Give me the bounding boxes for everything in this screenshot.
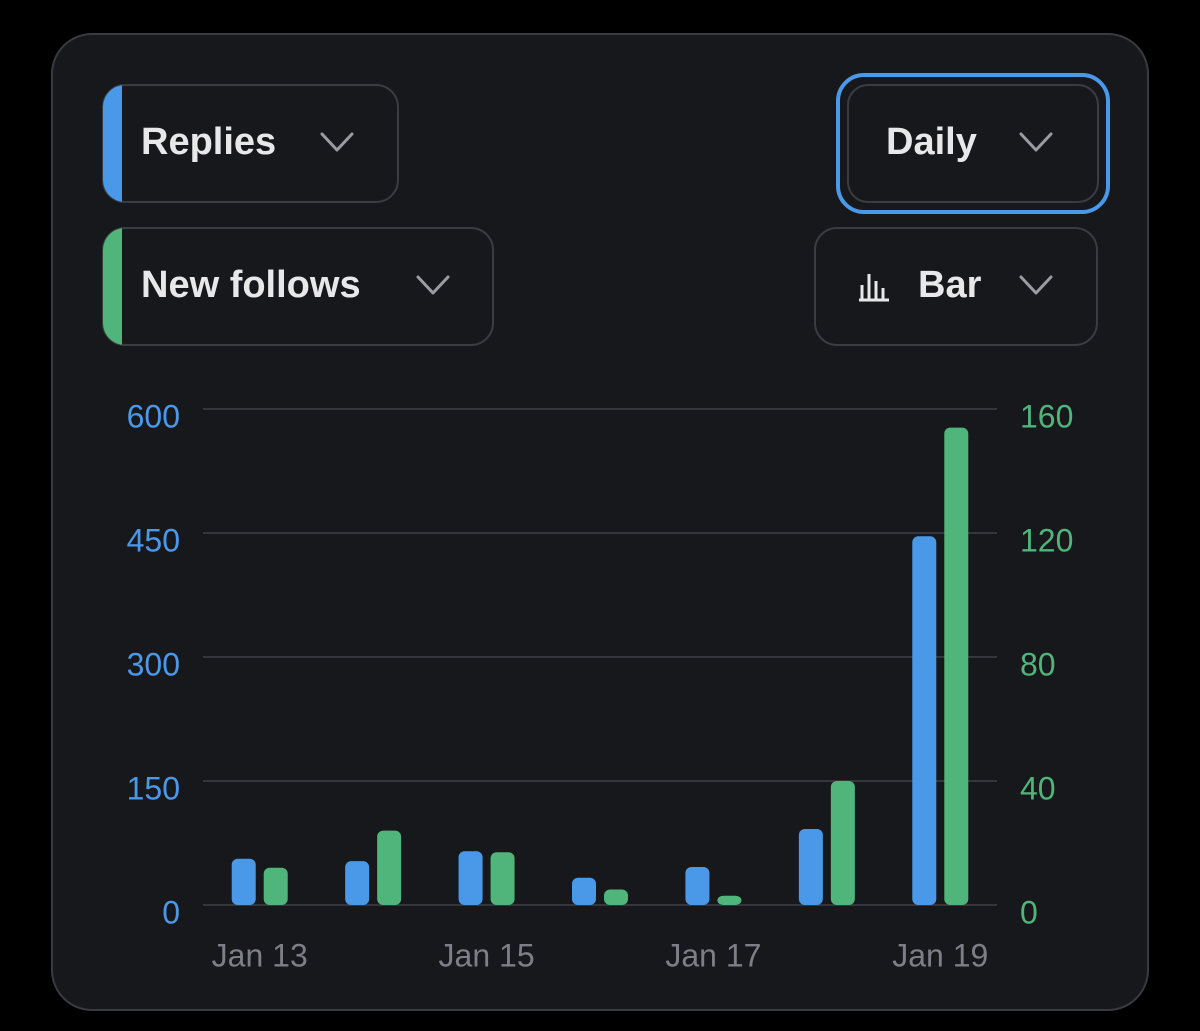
bar xyxy=(377,830,402,905)
chevron xyxy=(1019,132,1053,152)
bar xyxy=(912,536,937,905)
bar xyxy=(798,828,823,905)
y-tick-label: 0 xyxy=(162,894,180,930)
chart-style-dropdown[interactable]: Bar xyxy=(814,227,1098,346)
metric-dropdown[interactable]: Replies xyxy=(102,84,399,203)
plot: 0 150 300 450 600 0 40 80 120 160 Jan 13 Jan 15 Jan … xyxy=(127,398,1074,973)
dropdown-label: New follows xyxy=(141,264,361,306)
y2-tick-label: 120 xyxy=(1020,522,1073,558)
y-tick-label: 150 xyxy=(127,770,180,806)
x-tick-label: Jan 19 xyxy=(892,937,988,973)
bar xyxy=(572,877,596,905)
chevron xyxy=(320,132,354,152)
bar xyxy=(458,851,483,905)
bar xyxy=(231,858,256,905)
dropdown-label: Bar xyxy=(918,264,982,306)
bar xyxy=(490,852,515,905)
interval-dropdown[interactable]: Daily xyxy=(836,73,1110,214)
x-tick-label: Jan 13 xyxy=(212,937,308,973)
x-tick-label: Jan 17 xyxy=(665,937,761,973)
series-swatch xyxy=(103,228,122,345)
dropdown-box xyxy=(814,227,1098,346)
y-tick-label: 600 xyxy=(127,398,180,434)
bar xyxy=(830,781,855,905)
series-swatch xyxy=(103,85,122,202)
y2-tick-label: 80 xyxy=(1020,646,1056,682)
x-tick-label: Jan 15 xyxy=(439,937,535,973)
y2-tick-label: 0 xyxy=(1020,894,1038,930)
bar xyxy=(604,889,628,905)
y-tick-label: 300 xyxy=(127,646,180,682)
chevron xyxy=(1019,275,1053,295)
bar xyxy=(685,866,710,905)
bar xyxy=(717,895,742,905)
y2-tick-label: 40 xyxy=(1020,770,1056,806)
metric-dropdown[interactable]: New follows xyxy=(102,227,494,346)
chevron xyxy=(416,275,450,295)
y-tick-label: 450 xyxy=(127,522,180,558)
dropdown-label: Replies xyxy=(141,121,276,163)
bar xyxy=(263,867,288,905)
y2-tick-label: 160 xyxy=(1020,398,1073,434)
bar xyxy=(944,427,969,905)
bar xyxy=(345,861,370,905)
bar-icon xyxy=(859,274,889,302)
focus-ring xyxy=(836,73,1110,214)
dropdown-box xyxy=(847,84,1099,203)
dropdown-label: Daily xyxy=(886,121,977,163)
